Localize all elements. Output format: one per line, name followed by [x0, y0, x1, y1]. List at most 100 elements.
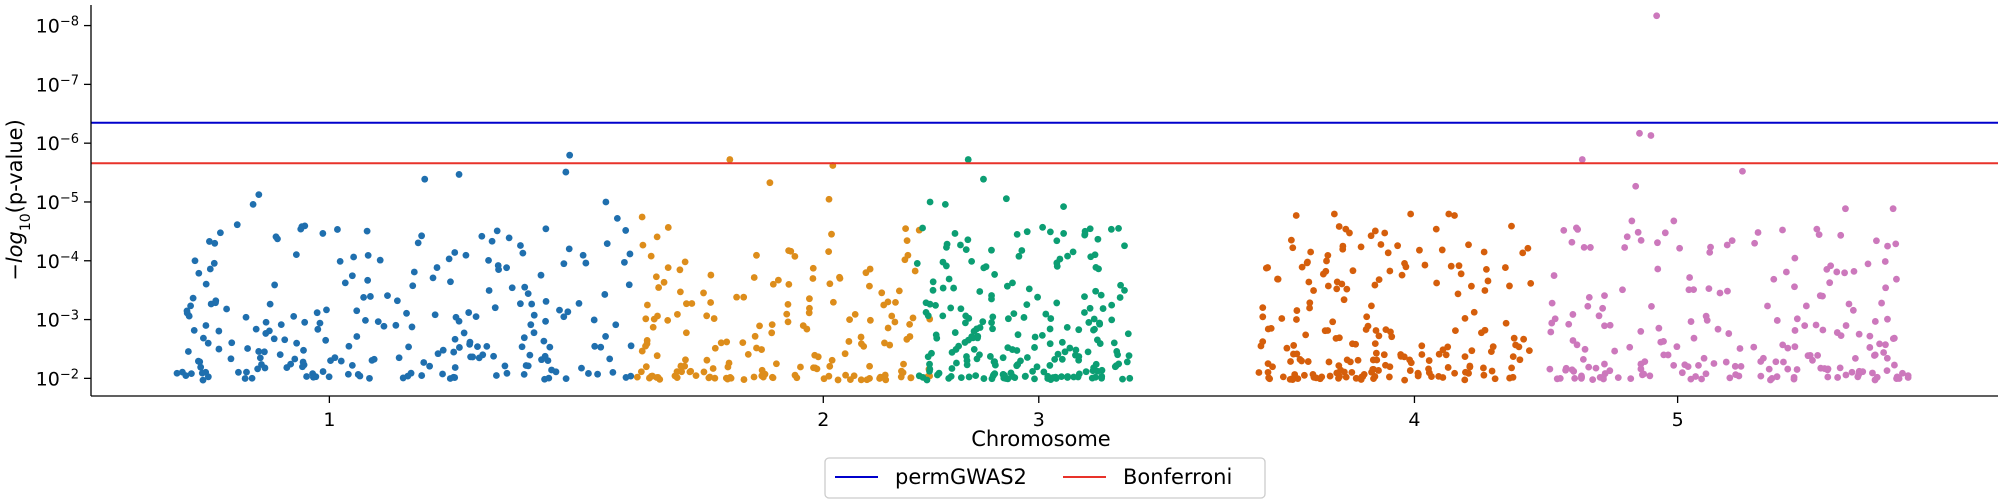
snp-point-chr4 — [1489, 343, 1497, 351]
snp-point-chr3 — [1084, 348, 1092, 356]
snp-point-chr3 — [1023, 228, 1031, 236]
legend: permGWAS2 Bonferroni — [824, 457, 1266, 499]
snp-point-chr5 — [1706, 248, 1714, 256]
snp-point-chr1 — [200, 334, 207, 342]
snp-point-chr4 — [1274, 275, 1282, 283]
snp-point-chr1 — [362, 316, 369, 324]
snp-point-chr1 — [594, 370, 601, 378]
snp-point-chr4 — [1525, 347, 1533, 354]
snp-point-chr1 — [597, 343, 605, 351]
snp-point-chr3 — [973, 355, 981, 363]
snp-point-chr5 — [1601, 360, 1608, 368]
snp-point-chr1 — [626, 250, 634, 258]
snp-point-chr2 — [866, 362, 873, 370]
snp-point-chr1 — [393, 297, 401, 305]
snp-point-chr2 — [638, 347, 646, 355]
snp-point-chr4 — [1259, 313, 1267, 321]
snp-point-chr1 — [261, 348, 268, 356]
snp-point-chr5 — [1547, 328, 1555, 336]
snp-point-chr5 — [1884, 315, 1891, 323]
snp-point-chr2 — [841, 350, 849, 358]
snp-point-chr2 — [785, 280, 793, 288]
snp-point-chr4 — [1435, 350, 1443, 358]
y-axis-label: −log10(p-value) — [3, 119, 34, 281]
snp-point-chr2 — [809, 275, 817, 282]
snp-point-chr1 — [189, 294, 197, 302]
snp-point-chr3 — [1117, 281, 1124, 289]
snp-point-chr1 — [314, 325, 322, 333]
snp-point-chr4 — [1339, 245, 1347, 253]
snp-point-chr4 — [1461, 376, 1469, 384]
snp-point-chr4 — [1371, 281, 1379, 289]
snp-point-chr3 — [1031, 344, 1038, 351]
snp-point-chr5 — [1647, 132, 1655, 139]
snp-point-chr5 — [1819, 326, 1827, 334]
snp-point-chr4 — [1262, 264, 1270, 272]
snp-point-chr2 — [739, 339, 747, 347]
snp-point-chr1 — [345, 342, 353, 350]
snp-point-chr1 — [341, 279, 349, 287]
snp-point-chr5 — [1873, 237, 1880, 245]
snp-point-chr1 — [565, 245, 573, 253]
snp-point-chr3 — [962, 319, 969, 327]
snp-point-chr1 — [255, 348, 263, 355]
snp-point-chr1 — [210, 259, 218, 267]
snp-point-chr1 — [248, 374, 256, 382]
snp-point-chr3 — [976, 288, 984, 295]
snp-point-chr1 — [475, 354, 483, 362]
snp-point-chr2 — [703, 312, 711, 320]
snp-point-chr5 — [1801, 322, 1809, 330]
snp-point-chr2 — [862, 269, 870, 277]
snp-point-chr3 — [1099, 305, 1107, 312]
snp-point-chr3 — [989, 325, 996, 333]
snp-point-chr2 — [678, 368, 685, 376]
snp-point-chr4 — [1416, 246, 1423, 254]
snp-point-chr3 — [926, 367, 933, 375]
snp-point-chr1 — [585, 370, 592, 377]
snp-point-chr4 — [1304, 358, 1312, 365]
snp-point-chr5 — [1664, 351, 1672, 359]
snp-point-chr1 — [456, 344, 463, 351]
snp-point-chr3 — [1003, 282, 1011, 290]
snp-point-chr4 — [1324, 251, 1332, 259]
snp-point-chr1 — [546, 343, 554, 351]
snp-point-chr5 — [1779, 226, 1786, 234]
snp-point-chr2 — [644, 301, 651, 309]
snp-point-chr3 — [963, 357, 971, 364]
snp-point-chr5 — [1837, 231, 1845, 239]
snp-point-chr5 — [1571, 374, 1579, 382]
snp-point-chr1 — [488, 237, 496, 245]
snp-point-chr1 — [450, 373, 457, 381]
snp-point-chr4 — [1480, 364, 1487, 372]
snp-point-chr3 — [926, 360, 933, 368]
snp-point-chr4 — [1508, 222, 1515, 230]
snp-point-chr1 — [242, 313, 250, 321]
snp-point-chr1 — [293, 339, 301, 347]
snp-point-chr3 — [1075, 326, 1083, 334]
snp-point-chr1 — [233, 221, 241, 229]
snp-point-chr4 — [1465, 369, 1472, 377]
x-tick-label: 1 — [323, 409, 335, 431]
snp-point-chr2 — [810, 364, 817, 372]
snp-point-chr1 — [591, 342, 599, 350]
snp-point-chr3 — [1126, 374, 1134, 382]
snp-point-chr3 — [957, 305, 965, 313]
snp-point-chr2 — [709, 365, 717, 372]
snp-point-chr3 — [1094, 235, 1102, 243]
snp-point-chr4 — [1305, 278, 1313, 286]
snp-point-chr1 — [366, 374, 373, 382]
snp-point-chr5 — [1793, 315, 1801, 323]
snp-point-chr4 — [1302, 331, 1310, 339]
snp-point-chr2 — [660, 278, 668, 286]
snp-point-chr1 — [183, 307, 191, 315]
snp-point-chr4 — [1433, 279, 1441, 287]
snp-point-chr4 — [1296, 356, 1304, 363]
snp-point-chr1 — [566, 151, 574, 159]
snp-point-chr1 — [353, 333, 361, 340]
snp-point-chr1 — [601, 291, 609, 298]
legend-label-bonferroni: Bonferroni — [1123, 465, 1232, 489]
snp-point-chr2 — [846, 316, 853, 324]
snp-point-chr4 — [1342, 225, 1350, 233]
snp-point-chr5 — [1855, 367, 1863, 375]
